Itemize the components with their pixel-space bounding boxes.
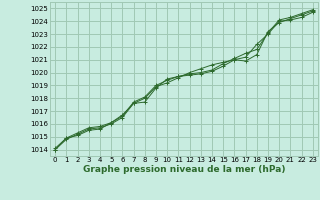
X-axis label: Graphe pression niveau de la mer (hPa): Graphe pression niveau de la mer (hPa) [83,165,285,174]
